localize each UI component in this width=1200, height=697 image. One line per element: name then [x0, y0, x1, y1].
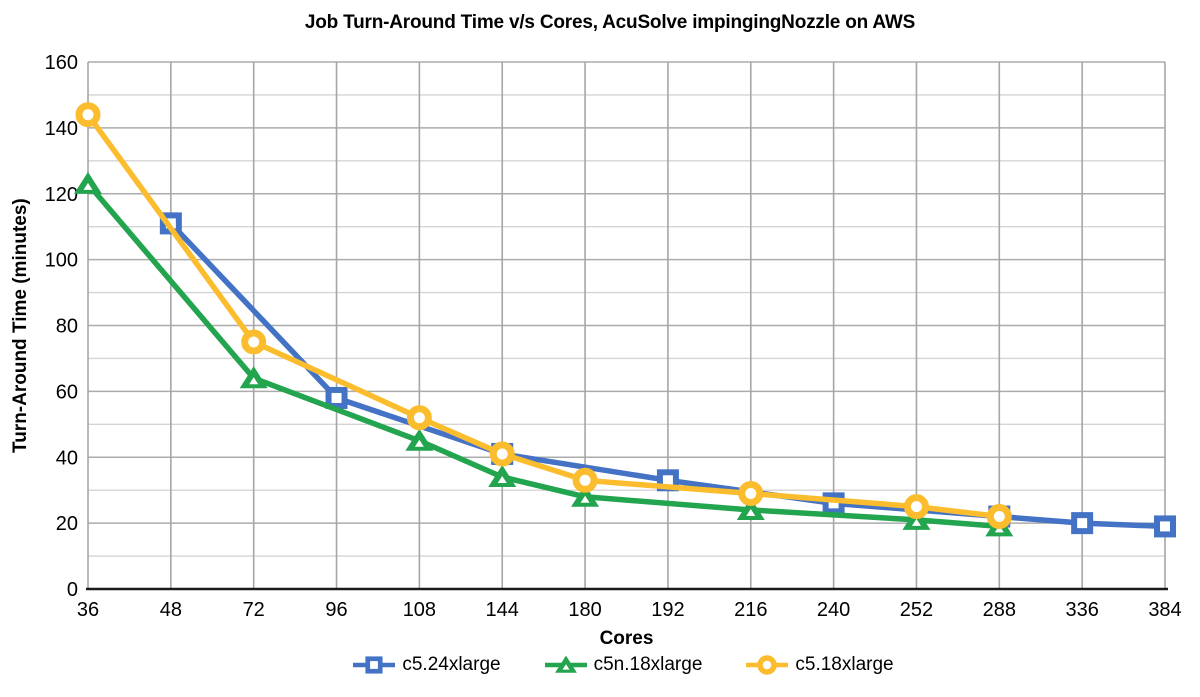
triangle-legend-icon	[544, 655, 587, 673]
x-tick-label: 336	[1065, 599, 1098, 621]
x-tick-label: 72	[243, 599, 265, 621]
y-tick-label: 140	[45, 118, 78, 140]
x-tick-label: 108	[403, 599, 436, 621]
triangle-marker-hole	[911, 518, 921, 526]
x-tick-label: 36	[77, 599, 99, 621]
square-marker	[1071, 512, 1094, 535]
legend-item-c5n.18xlarge: c5n.18xlarge	[543, 652, 703, 678]
y-tick-label: 20	[56, 513, 78, 535]
legend-label: c5.18xlarge	[795, 654, 894, 675]
x-tick-label: 192	[651, 599, 684, 621]
legend-item-c5.24xlarge: c5.24xlarge	[351, 652, 501, 678]
x-tick-label: 288	[983, 599, 1016, 621]
triangle-marker	[554, 655, 577, 673]
x-tick-label: 216	[734, 599, 767, 621]
y-tick-label: 40	[56, 447, 78, 469]
triangle-marker-hole	[497, 476, 507, 484]
y-tick-label: 160	[45, 52, 78, 74]
triangle-marker	[239, 366, 268, 389]
legend-label: c5.24xlarge	[402, 654, 501, 675]
x-tick-label: 48	[160, 599, 182, 621]
x-tick-label: 252	[900, 599, 933, 621]
square-marker	[365, 656, 383, 674]
triangle-marker-hole	[414, 439, 424, 447]
y-tick-label: 0	[67, 579, 78, 601]
circle-legend-icon	[746, 655, 789, 675]
triangle-marker-hole	[562, 664, 570, 670]
square-marker	[325, 386, 348, 409]
circle-marker	[986, 504, 1012, 530]
series-line-c5n.18xlarge	[85, 181, 1003, 530]
circle-marker	[903, 494, 929, 520]
circle-marker	[75, 102, 101, 128]
circle-marker	[572, 467, 598, 493]
x-tick-label: 180	[568, 599, 601, 621]
x-axis-title: Cores	[599, 628, 654, 649]
x-tick-label: 144	[486, 599, 519, 621]
legend-label: c5n.18xlarge	[593, 654, 703, 675]
y-tick-label: 80	[56, 316, 78, 338]
triangle-marker-hole	[249, 377, 259, 385]
x-tick-label: 384	[1148, 599, 1181, 621]
series-line-c5.18xlarge	[85, 111, 1003, 520]
triangle-marker-hole	[83, 182, 93, 190]
triangle-marker-hole	[746, 508, 756, 516]
circle-marker	[241, 329, 267, 355]
square-legend-icon	[353, 656, 396, 674]
x-tick-label: 96	[325, 599, 347, 621]
chart-title: Job Turn-Around Time v/s Cores, AcuSolve…	[304, 12, 916, 33]
circle-marker	[738, 480, 764, 506]
y-tick-label: 100	[45, 250, 78, 272]
square-marker	[1154, 515, 1176, 538]
legend-item-c5.18xlarge: c5.18xlarge	[744, 652, 894, 678]
legend: c5.24xlarge c5n.18xlarge c5.18xlarge	[0, 652, 1200, 678]
circle-marker	[406, 405, 432, 431]
circle-marker	[489, 441, 515, 467]
triangle-marker-hole	[580, 495, 590, 503]
y-tick-label: 60	[56, 381, 78, 403]
x-tick-label: 240	[817, 599, 850, 621]
y-tick-label: 120	[45, 184, 78, 206]
circle-marker	[757, 655, 778, 675]
